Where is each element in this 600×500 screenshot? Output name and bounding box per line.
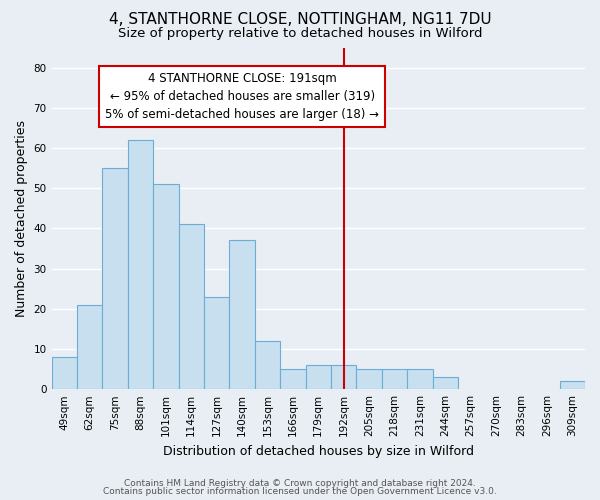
Bar bbox=[331, 365, 356, 389]
Bar bbox=[305, 365, 331, 389]
Bar bbox=[382, 369, 407, 389]
Bar bbox=[52, 357, 77, 389]
Bar bbox=[153, 184, 179, 389]
Bar bbox=[77, 305, 103, 389]
Bar bbox=[229, 240, 255, 389]
Bar bbox=[280, 369, 305, 389]
Bar bbox=[560, 381, 585, 389]
Bar bbox=[204, 296, 229, 389]
Bar bbox=[128, 140, 153, 389]
Bar bbox=[179, 224, 204, 389]
Bar bbox=[407, 369, 433, 389]
Bar bbox=[356, 369, 382, 389]
Text: 4, STANTHORNE CLOSE, NOTTINGHAM, NG11 7DU: 4, STANTHORNE CLOSE, NOTTINGHAM, NG11 7D… bbox=[109, 12, 491, 28]
Bar bbox=[433, 377, 458, 389]
Y-axis label: Number of detached properties: Number of detached properties bbox=[15, 120, 28, 317]
Bar bbox=[103, 168, 128, 389]
Text: 4 STANTHORNE CLOSE: 191sqm
← 95% of detached houses are smaller (319)
5% of semi: 4 STANTHORNE CLOSE: 191sqm ← 95% of deta… bbox=[105, 72, 379, 120]
Text: Contains HM Land Registry data © Crown copyright and database right 2024.: Contains HM Land Registry data © Crown c… bbox=[124, 478, 476, 488]
Text: Contains public sector information licensed under the Open Government Licence v3: Contains public sector information licen… bbox=[103, 487, 497, 496]
X-axis label: Distribution of detached houses by size in Wilford: Distribution of detached houses by size … bbox=[163, 444, 474, 458]
Bar bbox=[255, 341, 280, 389]
Text: Size of property relative to detached houses in Wilford: Size of property relative to detached ho… bbox=[118, 28, 482, 40]
